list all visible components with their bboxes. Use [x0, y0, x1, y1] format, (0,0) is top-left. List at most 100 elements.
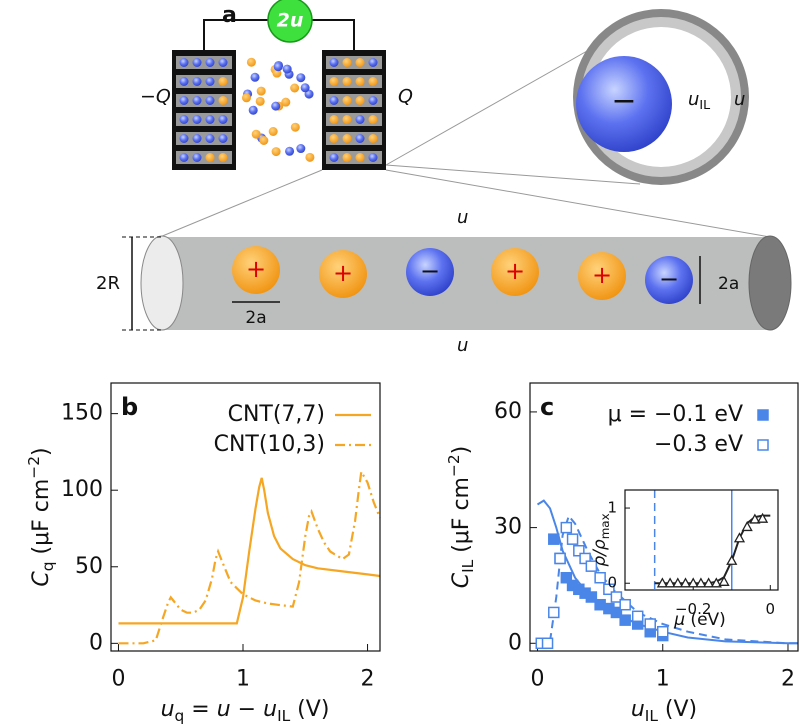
legend-label: CNT(10,3) — [214, 432, 325, 457]
wire — [203, 19, 268, 50]
electrolyte-ion — [368, 58, 378, 67]
plot-frame — [529, 382, 799, 652]
electrolyte-ion — [205, 153, 215, 162]
electrolyte-ion — [192, 134, 202, 143]
data-point — [560, 521, 573, 534]
data-point — [756, 512, 769, 523]
data-point — [585, 560, 598, 572]
electrolyte-ion — [218, 58, 228, 67]
electrolyte-ion — [241, 93, 251, 103]
electrolyte-ion — [355, 153, 365, 162]
electrolyte-ion — [179, 153, 189, 162]
data-point — [687, 577, 699, 588]
ion-sign: − — [420, 257, 440, 285]
y-tick-label: 30 — [494, 515, 522, 540]
text-part: (V) — [658, 697, 697, 722]
ion — [232, 246, 280, 294]
data-point — [710, 577, 722, 588]
x-axis-label: uq = u − uIL (V) — [161, 697, 330, 725]
plot-background — [625, 490, 778, 590]
electrolyte-ion — [329, 115, 339, 124]
text-part: μ — [673, 610, 685, 630]
electrolyte-ion — [259, 135, 269, 145]
electrode-layer — [176, 75, 232, 88]
text-part: = — [184, 697, 216, 722]
electrolyte-ion — [329, 134, 339, 143]
electrolyte-ion — [296, 73, 306, 83]
text-part: ) — [449, 446, 474, 455]
y-tick-label: 100 — [61, 477, 103, 502]
electrolyte-ion — [205, 134, 215, 143]
legend-label: −0.3 eV — [654, 432, 743, 457]
x-tick-label: 2 — [781, 667, 795, 692]
data-point — [554, 552, 566, 565]
data-point — [566, 533, 579, 545]
zoom-line — [159, 169, 323, 238]
data-point — [726, 554, 738, 565]
electrolyte-ion — [271, 147, 281, 157]
data-point — [619, 598, 631, 611]
text-part: max — [598, 513, 612, 539]
electrolyte-ion — [342, 96, 352, 105]
panel-label: c — [540, 393, 554, 421]
text-part: IL — [645, 707, 659, 725]
ion-sign: − — [611, 84, 636, 119]
potential-label: uIL — [688, 89, 710, 112]
electrolyte-ion — [342, 77, 352, 86]
electrolyte-ion — [329, 58, 339, 67]
data-point — [560, 571, 573, 584]
text-part: u — [688, 89, 699, 110]
data-point — [610, 591, 623, 603]
data-point — [631, 610, 644, 623]
electrolyte-ion — [329, 96, 339, 105]
electrolyte-ion — [342, 134, 352, 143]
data-point — [664, 577, 676, 588]
data-point — [644, 618, 656, 630]
electrolyte-ion — [218, 115, 228, 124]
text-part: IL — [277, 707, 291, 725]
text-part: − — [231, 697, 263, 722]
text-part: IL — [699, 97, 710, 112]
y-axis-label: ρ/ρmax — [590, 513, 612, 566]
electrode-layer — [176, 113, 232, 126]
electrolyte-ion — [256, 86, 266, 96]
data-point — [733, 532, 746, 543]
plot-frame — [624, 489, 779, 591]
x-tick-label: 1 — [656, 667, 670, 692]
electrolyte-ion — [246, 57, 256, 67]
text-part: u — [161, 697, 175, 722]
electrolyte-ion — [179, 77, 189, 86]
legend-label: μ = −0.1 eV — [608, 402, 743, 427]
y-tick-label: 0 — [607, 574, 617, 592]
zoom-line — [385, 164, 641, 185]
electrolyte-ion — [255, 96, 265, 106]
electrolyte-ion — [368, 153, 378, 162]
data-point — [594, 571, 606, 584]
electrolyte-ion — [305, 152, 315, 162]
electrode-layer — [326, 94, 382, 107]
electrolyte-ion — [192, 96, 202, 105]
electrolyte-ion — [179, 115, 189, 124]
x-tick-label: −0.2 — [675, 600, 711, 618]
electrolyte-ion — [282, 64, 292, 74]
data-point — [679, 577, 692, 588]
ion — [645, 256, 693, 304]
source — [267, 0, 313, 43]
electrode-layer — [176, 56, 232, 69]
y-tick-label: 60 — [494, 399, 522, 424]
plot-background — [111, 383, 380, 651]
electrolyte-ion — [329, 77, 339, 86]
chart: −0.2 0 0 1 — [607, 489, 779, 618]
electrode-layer — [326, 151, 382, 164]
electrolyte-ion — [342, 115, 352, 124]
x-axis-label: μ (eV) — [673, 610, 726, 630]
ion — [491, 248, 539, 296]
electrolyte-ion — [179, 96, 189, 105]
potential-label: u — [457, 207, 468, 228]
dimension-label: 2a — [245, 308, 266, 328]
electrolyte-ion — [342, 58, 352, 67]
fit-line — [537, 513, 798, 645]
data-point — [541, 637, 554, 650]
